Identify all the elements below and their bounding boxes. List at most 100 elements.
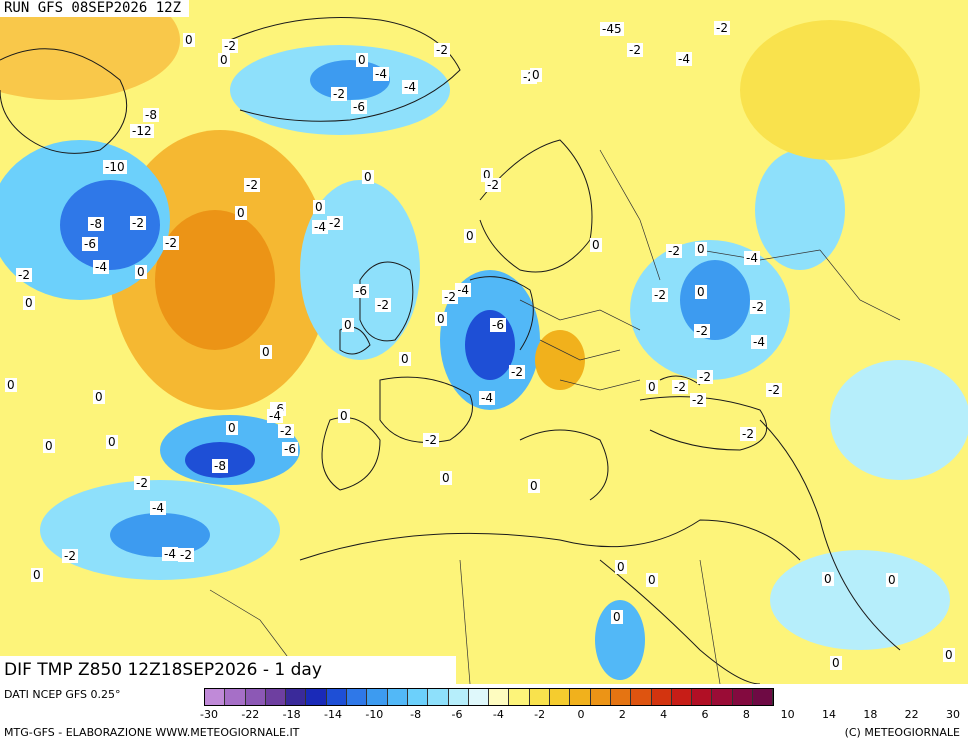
- colorbar-swatch: [550, 689, 571, 705]
- contour-label: -2: [442, 290, 458, 304]
- contour-label: -2: [375, 298, 391, 312]
- colorbar-tick-label: -22: [241, 708, 260, 721]
- colorbar-swatch: [631, 689, 652, 705]
- credit-right: (C) METEOGIORNALE: [844, 726, 960, 739]
- contour-label: 0: [106, 435, 118, 449]
- cold-region: [595, 600, 645, 680]
- contour-label: 0: [43, 439, 55, 453]
- data-source: DATI NCEP GFS 0.25°: [4, 688, 121, 701]
- country-borders: [209, 149, 901, 684]
- footer: DATI NCEP GFS 0.25° -30 -22 -18 -14 -10 -8 -6-…: [0, 684, 968, 745]
- contour-label: 0: [528, 479, 540, 493]
- contour-label: -12: [130, 124, 154, 138]
- contour-label: -2: [690, 393, 706, 407]
- contour-label: 0: [943, 648, 955, 662]
- contour-label: -2: [16, 268, 32, 282]
- colorbar-tick-label: -4: [492, 708, 504, 721]
- warm-region: [535, 330, 585, 390]
- contour-label: 0: [886, 573, 898, 587]
- contour-label: -2: [697, 370, 713, 384]
- colorbar-tick-label: 18: [863, 708, 878, 721]
- colorbar-tick-label: 10: [780, 708, 795, 721]
- colorbar-swatch: [225, 689, 246, 705]
- contour-label: -2: [331, 87, 347, 101]
- credit-left: MTG-GFS - ELABORAZIONE WWW.METEOGIORNALE…: [4, 726, 300, 739]
- contour-label: 0: [356, 53, 368, 67]
- contour-label: -45: [600, 22, 624, 36]
- colorbar-swatch: [387, 689, 408, 705]
- contour-label: 0: [615, 560, 627, 574]
- colorbar-swatch: [671, 689, 693, 705]
- contour-label: 0: [646, 380, 658, 394]
- colorbar-tick-label: -18: [282, 708, 301, 721]
- contour-label: -4: [402, 80, 418, 94]
- colorbar-tick-label: -10: [365, 708, 384, 721]
- contour-label: 0: [440, 471, 452, 485]
- colorbar-swatch: [651, 689, 672, 705]
- colorbar-swatch: [205, 689, 226, 705]
- contour-label: 0: [183, 33, 195, 47]
- contour-label: -2: [222, 39, 238, 53]
- colorbar-swatch: [245, 689, 266, 705]
- colorbar-tick-label: 30: [946, 708, 960, 721]
- contour-label: -4: [676, 52, 692, 66]
- colorbar-swatch: [306, 689, 327, 705]
- cold-region: [110, 513, 210, 557]
- contour-label: 0: [260, 345, 272, 359]
- contour-label: 0: [226, 421, 238, 435]
- colorbar-tick-label: 8: [742, 708, 750, 721]
- colorbar-tick-label: 4: [660, 708, 668, 721]
- colorbar-swatch: [428, 689, 449, 705]
- contour-label: -2: [163, 236, 179, 250]
- contour-label: -2: [652, 288, 668, 302]
- colorbar-tick-label: 0: [577, 708, 585, 721]
- contour-label: -2: [509, 365, 525, 379]
- contour-label: -2: [714, 21, 730, 35]
- contour-label: -2: [278, 424, 294, 438]
- contour-label: -6: [82, 237, 98, 251]
- contour-label: -2: [327, 216, 343, 230]
- contour-label: 0: [235, 206, 247, 220]
- warm-region: [740, 20, 920, 160]
- cold-region: [310, 60, 390, 100]
- contour-label: -4: [267, 409, 283, 423]
- contour-label: -8: [212, 459, 228, 473]
- contour-label: 0: [93, 390, 105, 404]
- contour-label: -2: [434, 43, 450, 57]
- contour-label: 0: [338, 409, 350, 423]
- contour-label: -2: [627, 43, 643, 57]
- contour-label: -4: [312, 220, 328, 234]
- colorbar-tick-label: -30: [200, 708, 218, 721]
- colorbar-tick-label: 22: [904, 708, 919, 721]
- contour-label: -6: [351, 100, 367, 114]
- colorbar: [204, 688, 775, 706]
- contour-label: 0: [435, 312, 447, 326]
- colorbar-swatch: [448, 689, 469, 705]
- colorbar-swatch: [529, 689, 551, 705]
- cold-region: [680, 260, 750, 340]
- warm-region: [0, 0, 180, 100]
- contour-label: -4: [455, 283, 471, 297]
- run-title: RUN GFS 08SEP2026 12Z: [0, 0, 190, 17]
- colorbar-swatch: [590, 689, 611, 705]
- contour-label: -6: [282, 442, 298, 456]
- contour-label: -2: [134, 476, 150, 490]
- contour-label: 0: [695, 285, 707, 299]
- contour-label: 0: [342, 318, 354, 332]
- colorbar-swatch: [468, 689, 490, 705]
- colorbar-tick-label: -6: [451, 708, 463, 721]
- contour-label: -6: [490, 318, 506, 332]
- contour-label: 0: [481, 168, 493, 182]
- contour-label: 0: [218, 53, 230, 67]
- contour-label: -6: [353, 284, 369, 298]
- contour-label: -2: [485, 178, 501, 192]
- colorbar-swatch: [753, 689, 774, 705]
- contour-label: -10: [103, 160, 127, 174]
- colorbar-swatch: [367, 689, 388, 705]
- contour-label: -2: [694, 324, 710, 338]
- contour-label: -4: [744, 251, 760, 265]
- contour-label: -2: [244, 178, 260, 192]
- colorbar-swatch: [712, 689, 733, 705]
- colorbar-swatch: [692, 689, 713, 705]
- contour-label: -2: [766, 383, 782, 397]
